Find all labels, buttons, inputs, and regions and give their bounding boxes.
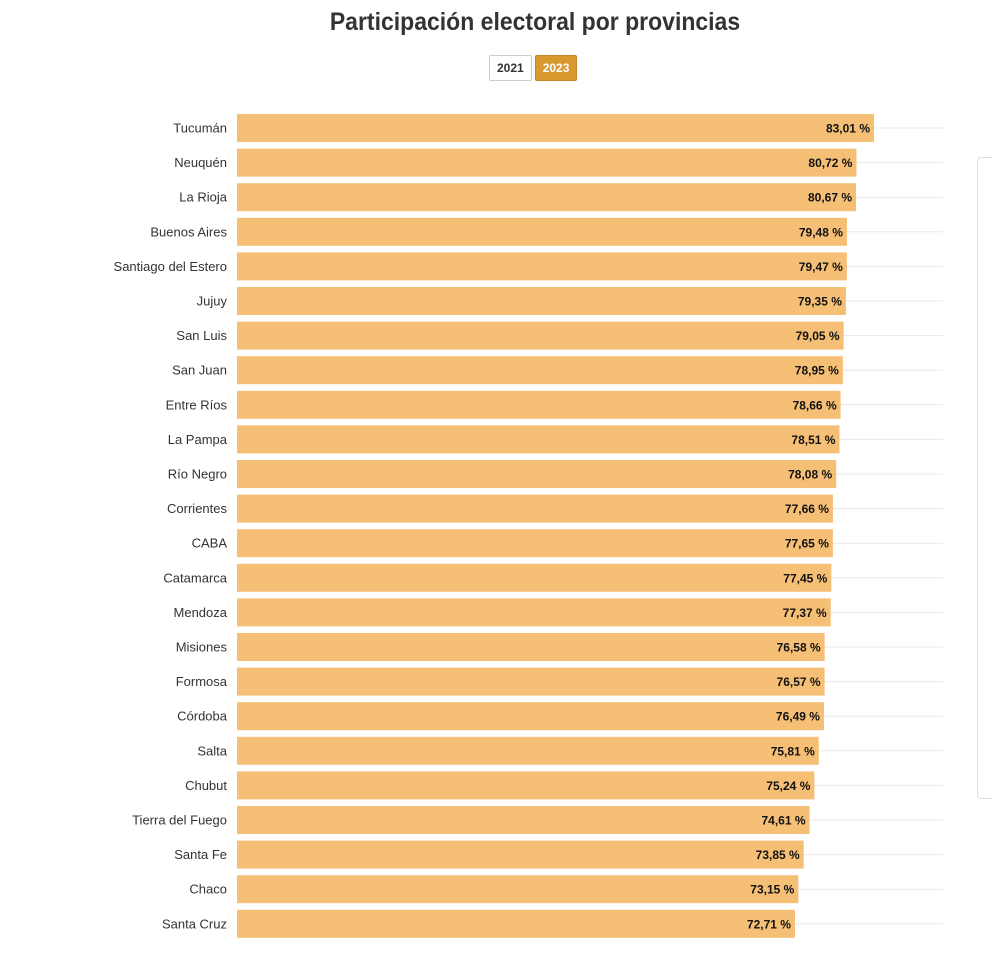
- bar[interactable]: [237, 771, 815, 800]
- category-label: San Juan: [172, 363, 227, 378]
- value-label: 75,81 %: [771, 744, 815, 758]
- bar[interactable]: [237, 217, 847, 246]
- category-label: Salta: [197, 743, 227, 758]
- bar[interactable]: [237, 909, 795, 938]
- bar[interactable]: [237, 460, 837, 488]
- value-label: 76,49 %: [776, 710, 820, 724]
- value-label: 73,15 %: [750, 883, 794, 897]
- value-label: 72,71 %: [747, 917, 791, 931]
- year-2021-button[interactable]: 2021: [489, 55, 532, 81]
- value-label: 78,51 %: [791, 433, 835, 447]
- value-label: 75,24 %: [766, 779, 810, 793]
- category-label: Tucumán: [173, 121, 227, 136]
- bar[interactable]: [237, 183, 857, 212]
- bar[interactable]: [237, 806, 810, 834]
- category-label: Santa Cruz: [162, 916, 227, 931]
- category-label: Catamarca: [163, 570, 227, 585]
- value-label: 73,85 %: [756, 848, 800, 862]
- value-label: 79,35 %: [798, 295, 842, 309]
- bar[interactable]: [237, 529, 833, 558]
- value-label: 77,37 %: [783, 606, 827, 620]
- bar[interactable]: [237, 598, 831, 627]
- category-label: Santiago del Estero: [114, 259, 227, 274]
- value-label: 76,58 %: [777, 641, 821, 655]
- category-label: Mendoza: [174, 605, 228, 620]
- category-label: Jujuy: [197, 294, 228, 309]
- chart-title: Participación electoral por provincias: [329, 8, 741, 36]
- bar[interactable]: [237, 494, 833, 523]
- category-label: CABA: [192, 536, 228, 551]
- category-label: La Pampa: [168, 432, 228, 447]
- category-label: Río Negro: [168, 467, 227, 482]
- year-toggle: 2021 2023: [489, 55, 578, 81]
- bar[interactable]: [237, 148, 857, 177]
- category-label: Formosa: [176, 674, 228, 689]
- year-2023-button[interactable]: 2023: [534, 55, 578, 81]
- category-label: Buenos Aires: [150, 224, 227, 239]
- value-label: 79,05 %: [796, 329, 840, 343]
- value-label: 77,65 %: [785, 537, 829, 551]
- value-label: 78,95 %: [795, 364, 839, 378]
- category-label: Chubut: [185, 778, 227, 793]
- value-label: 80,67 %: [808, 191, 852, 205]
- side-panel: [977, 157, 992, 799]
- grid-lines: [237, 127, 943, 925]
- bar[interactable]: [237, 667, 825, 696]
- category-label: Tierra del Fuego: [132, 813, 227, 828]
- value-label: 78,08 %: [788, 468, 832, 482]
- value-label: 74,61 %: [762, 814, 806, 828]
- category-label: Santa Fe: [174, 847, 227, 862]
- bar[interactable]: [237, 287, 846, 315]
- bar[interactable]: [237, 114, 875, 142]
- value-label: 78,66 %: [793, 398, 837, 412]
- category-label: Neuquén: [174, 155, 227, 170]
- bar[interactable]: [237, 736, 819, 765]
- category-label: Chaco: [189, 882, 227, 897]
- category-label: San Luis: [176, 328, 227, 343]
- category-label: Misiones: [176, 640, 228, 655]
- bar[interactable]: [237, 321, 844, 350]
- category-label: La Rioja: [179, 190, 227, 205]
- category-label: Córdoba: [177, 709, 228, 724]
- value-label: 83,01 %: [826, 122, 870, 136]
- category-label: Entre Ríos: [166, 397, 228, 412]
- bar[interactable]: [237, 633, 825, 661]
- bar[interactable]: [237, 425, 840, 454]
- value-label: 77,66 %: [785, 502, 829, 516]
- bar[interactable]: [237, 356, 843, 385]
- bar[interactable]: [237, 390, 841, 419]
- value-label: 77,45 %: [783, 571, 827, 585]
- bar[interactable]: [237, 252, 847, 281]
- value-label: 79,47 %: [799, 260, 843, 274]
- category-label: Corrientes: [167, 501, 227, 516]
- value-label: 79,48 %: [799, 225, 843, 239]
- bar[interactable]: [237, 563, 832, 592]
- bar[interactable]: [237, 840, 804, 869]
- value-label: 80,72 %: [808, 156, 852, 170]
- bar[interactable]: [237, 875, 799, 904]
- value-label: 76,57 %: [777, 675, 821, 689]
- bar[interactable]: [237, 702, 824, 731]
